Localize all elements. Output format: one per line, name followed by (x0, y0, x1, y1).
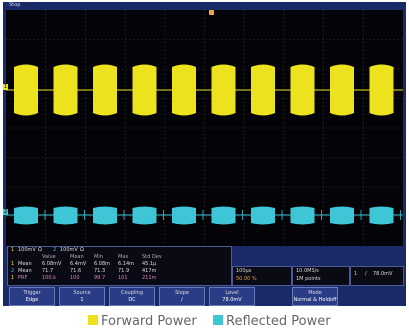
burst (14, 64, 38, 116)
menu-label: Level (225, 290, 239, 296)
display (6, 10, 403, 246)
burst (132, 206, 157, 225)
acquisition-box: 10.0MS/s 1M points (292, 266, 350, 286)
channel-termination: Ω (38, 247, 42, 253)
menu-label: Source (73, 290, 91, 296)
measurement-header: Std Dev (142, 254, 162, 260)
menu-value: 78.0mV (222, 297, 242, 303)
menu-label: Slope (175, 290, 189, 296)
channel-termination: Ω (80, 247, 84, 253)
measurement-cell: 1 (11, 275, 15, 281)
burst (172, 64, 196, 116)
menu-value: / (181, 297, 183, 303)
burst (172, 206, 196, 225)
burst (369, 64, 394, 116)
measurement-cell: 211m (142, 275, 157, 281)
menu-button[interactable]: Level 78.0mV (209, 287, 255, 306)
menu-button[interactable]: Mode Normal & Holdoff (292, 287, 338, 306)
measurement-cell: Mean (18, 268, 32, 274)
burst (330, 206, 354, 225)
measurement-cell: 71.6 (70, 268, 82, 274)
measurement-cell: 71.7 (42, 268, 54, 274)
sample-rate: 10.0MS/s (296, 268, 319, 274)
menu-button[interactable]: Source 1 (59, 287, 105, 306)
legend-item: Reflected Power (213, 314, 331, 329)
trigger-level: 78.0mV (373, 271, 393, 277)
burst (290, 64, 315, 116)
burst (53, 64, 78, 116)
menu-label: Coupling (120, 290, 143, 296)
measurement-panel: 1 100mV Ω 2 100mV Ω Value Mean Min Max Std D… (7, 246, 232, 286)
channel-scale: 100mV (18, 247, 36, 253)
measurement-cell: 99.7 (94, 275, 106, 281)
burst (132, 64, 157, 116)
measurement-header: Min (94, 254, 103, 260)
menu-value: 1 (80, 297, 84, 303)
measurement-header: Mean (70, 254, 84, 260)
measurement-cell: 6.08mV (42, 261, 62, 267)
measurement-cell: 6.08m (94, 261, 111, 267)
waveform-area (6, 10, 403, 246)
measurement-cell: 100 (70, 275, 80, 281)
measurement-header: Value (42, 254, 56, 260)
trigger-position: 50.00 % (236, 276, 257, 282)
measurement-cell: 6.14m (118, 261, 135, 267)
measurement-cell: 417m (142, 268, 157, 274)
timebase-box: 100µs 50.00 % (232, 266, 292, 286)
channel-label: 2 (53, 247, 57, 253)
legend-label: Forward Power (101, 314, 197, 329)
menu-label: Mode (308, 290, 322, 296)
trigger-box: 1 / 78.0mV (350, 266, 404, 286)
channel-marker: 2 (3, 209, 9, 215)
trigger-channel: 1 (354, 271, 358, 277)
oscilloscope: Stop 1 2 1 100mV Ω 2 100mV Ω Value Mean Mi… (3, 2, 406, 306)
measurement-cell: 71.9 (118, 268, 130, 274)
burst (330, 64, 354, 116)
measurement-cell: 100.k (42, 275, 57, 281)
measurement-cell: 1 (11, 261, 15, 267)
measurement-cell: Mean (18, 261, 32, 267)
legend-label: Reflected Power (226, 314, 331, 329)
burst (290, 206, 315, 225)
trigger-marker (209, 10, 214, 15)
menu-button[interactable]: Coupling DC (109, 287, 155, 306)
menu-button[interactable]: Trigger Edge (9, 287, 55, 306)
menu-value: Edge (25, 297, 39, 303)
legend-swatch (213, 315, 223, 325)
channel-marker: 1 (3, 84, 9, 90)
measurement-cell: 101 (118, 275, 128, 281)
channel-scale: 100mV (60, 247, 78, 253)
burst (14, 206, 38, 225)
menu-button[interactable]: Slope / (159, 287, 205, 306)
burst (93, 206, 117, 225)
timebase: 100µs (236, 268, 252, 274)
measurement-cell: 45.1µ (142, 261, 157, 267)
burst (93, 64, 117, 116)
burst (53, 206, 78, 225)
burst (251, 206, 275, 225)
burst (251, 64, 275, 116)
measurement-cell: 2 (11, 268, 15, 274)
channel-label: 1 (11, 247, 15, 253)
trigger-slope: / (365, 271, 367, 277)
burst (211, 64, 236, 116)
measurement-cell: 71.3 (94, 268, 106, 274)
menu-value: DC (128, 297, 136, 303)
legend-item: Forward Power (88, 314, 197, 329)
legend-swatch (88, 315, 98, 325)
menu-value: Normal & Holdoff (293, 297, 337, 303)
record-length: 1M points (296, 276, 321, 282)
measurement-cell: PRF (18, 275, 28, 281)
measurement-cell: 6.4mV (70, 261, 87, 267)
measurement-header: Max (118, 254, 129, 260)
burst (211, 206, 236, 225)
menu-label: Trigger (23, 290, 41, 296)
status: Stop (9, 2, 21, 8)
burst (369, 206, 394, 225)
